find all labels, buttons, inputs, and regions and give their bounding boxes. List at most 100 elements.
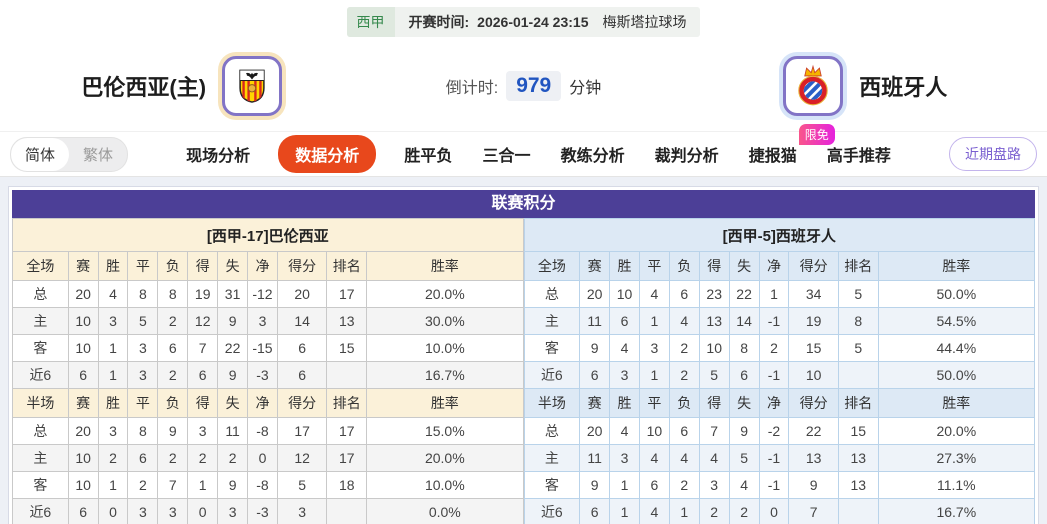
- row-label: 客: [12, 334, 69, 362]
- row-label: 总: [12, 417, 69, 445]
- stats-row-total: 总 20 4 8 8 19 31 -12 20 17 20.0%: [12, 280, 524, 308]
- row-label: 总: [12, 280, 69, 308]
- stat-cell: 3: [247, 307, 278, 335]
- stat-cell: 17: [326, 417, 368, 445]
- stat-cell: 3: [217, 498, 249, 524]
- stat-cell: 17: [326, 280, 368, 308]
- stat-cell: -1: [758, 361, 790, 389]
- stat-cell: 10: [67, 307, 99, 335]
- stat-cell: 13: [698, 307, 730, 335]
- column-header: 赛: [579, 388, 611, 418]
- stat-cell: 6: [668, 417, 700, 445]
- column-header: 失: [217, 388, 249, 418]
- stat-cell: 9: [157, 417, 189, 445]
- stats-row-recent6: 近6 6 1 3 2 6 9 -3 6 16.7%: [12, 361, 524, 389]
- countdown-label: 倒计时:: [445, 80, 499, 97]
- column-header: 平: [127, 251, 159, 281]
- stat-cell: 2: [698, 498, 730, 524]
- stat-cell: 14: [728, 307, 760, 335]
- countdown-unit: 分钟: [569, 80, 602, 97]
- tab-8[interactable]: 高手推荐: [826, 148, 891, 165]
- stat-cell: 4: [97, 280, 129, 308]
- stat-cell: 13: [788, 444, 839, 472]
- stat-cell: 50.0%: [877, 361, 1036, 389]
- column-header: 排名: [837, 388, 879, 418]
- stat-cell: 3: [127, 361, 159, 389]
- stat-cell: 20: [579, 280, 611, 308]
- stat-cell: 9: [728, 417, 760, 445]
- stat-cell: 22: [217, 334, 249, 362]
- column-header: 胜率: [877, 251, 1036, 281]
- stat-cell: 8: [127, 417, 159, 445]
- team-section-header: [西甲-17]巴伦西亚: [12, 218, 524, 252]
- column-header: 负: [668, 388, 700, 418]
- tab-6[interactable]: 裁判分析: [654, 148, 719, 165]
- stat-cell: 0.0%: [366, 498, 524, 524]
- stat-cell: 4: [609, 417, 640, 445]
- tab-4[interactable]: 三合一: [482, 148, 531, 165]
- stat-cell: 9: [579, 334, 611, 362]
- stat-cell: 7: [698, 417, 730, 445]
- stat-cell: -1: [758, 444, 790, 472]
- stat-cell: 1: [609, 471, 640, 499]
- away-team-block: 西班牙人: [684, 56, 1047, 116]
- tab-3[interactable]: 胜平负: [404, 148, 453, 165]
- column-header: 赛: [67, 251, 99, 281]
- stat-cell: 16.7%: [877, 498, 1036, 524]
- stat-cell: 5: [127, 307, 159, 335]
- tab-2[interactable]: 数据分析: [278, 135, 377, 173]
- stat-cell: 6: [638, 471, 670, 499]
- stat-cell: -15: [247, 334, 278, 362]
- espanyol-crest-icon: [783, 56, 844, 116]
- tab-5[interactable]: 教练分析: [560, 148, 625, 165]
- stat-cell: 15: [837, 417, 879, 445]
- stat-cell: 11: [217, 417, 249, 445]
- stat-cell: 30.0%: [366, 307, 524, 335]
- stat-cell: 4: [728, 471, 760, 499]
- stat-cell: 0: [758, 498, 790, 524]
- stat-cell: -3: [247, 498, 278, 524]
- stat-cell: [837, 498, 879, 524]
- stat-cell: 5: [276, 471, 328, 499]
- stat-cell: 6: [728, 361, 760, 389]
- lang-traditional[interactable]: 繁体: [83, 146, 114, 164]
- stat-cell: 11: [579, 307, 611, 335]
- column-header: 全场: [12, 251, 69, 281]
- league-badge: 西甲: [346, 7, 395, 37]
- stat-cell: 6: [67, 498, 99, 524]
- stat-cell: 8: [837, 307, 879, 335]
- stat-cell: 3: [187, 417, 219, 445]
- column-header-row: 半场赛胜平负得失净得分 排名 胜率: [523, 388, 1036, 418]
- free-badge: 限免: [798, 124, 835, 145]
- stat-cell: 4: [609, 334, 640, 362]
- recent-trend-button[interactable]: 近期盘路: [949, 137, 1037, 171]
- stat-cell: 20.0%: [366, 444, 524, 472]
- countdown-value: 979: [506, 71, 562, 101]
- stat-cell: [326, 361, 368, 389]
- stat-cell: 5: [837, 334, 879, 362]
- stat-cell: 3: [97, 417, 129, 445]
- column-header: 得分: [276, 388, 328, 418]
- stat-cell: 4: [668, 307, 700, 335]
- tab-7[interactable]: 捷报猫 限免: [747, 124, 835, 173]
- stat-cell: 10: [67, 444, 99, 472]
- row-label: 总: [523, 280, 581, 308]
- stat-cell: 54.5%: [877, 307, 1036, 335]
- stat-cell: 18: [326, 471, 368, 499]
- stat-cell: 20.0%: [877, 417, 1036, 445]
- row-label: 客: [523, 471, 581, 499]
- lang-simplified[interactable]: 简体: [11, 137, 70, 171]
- tab-1[interactable]: 现场分析: [186, 148, 251, 165]
- stat-cell: 10: [638, 417, 670, 445]
- stat-cell: 7: [788, 498, 839, 524]
- stat-cell: -1: [758, 307, 790, 335]
- column-header: 得: [698, 251, 730, 281]
- stat-cell: 2: [668, 471, 700, 499]
- stat-cell: 3: [127, 498, 159, 524]
- column-header: 胜: [609, 251, 640, 281]
- stat-cell: 1: [97, 334, 129, 362]
- stat-cell: 3: [609, 361, 640, 389]
- stat-cell: 8: [728, 334, 760, 362]
- stat-cell: 6: [67, 361, 99, 389]
- kickoff-time: 2026-01-24 23:15: [477, 14, 589, 30]
